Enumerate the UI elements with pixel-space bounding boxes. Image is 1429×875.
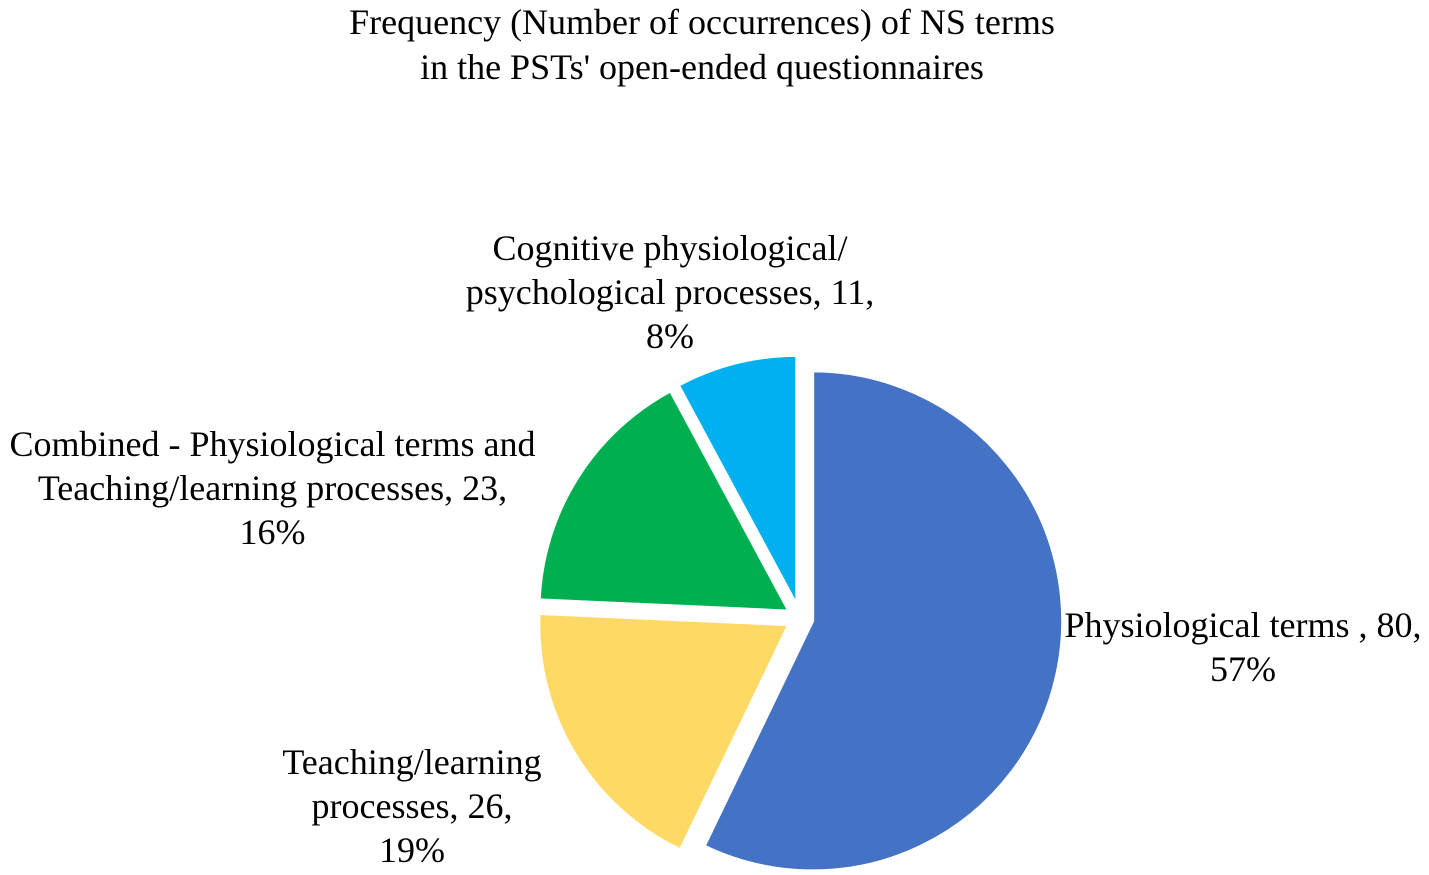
slice-label-line: processes, 26, — [311, 786, 513, 826]
slice-label-line: Teaching/learning — [282, 742, 542, 782]
chart-title: Frequency (Number of occurrences) of NS … — [0, 0, 1404, 90]
slice-label-line: 16% — [239, 512, 306, 552]
slice-label-line: 19% — [379, 830, 445, 870]
slice-teaching-learning — [537, 611, 791, 852]
slice-label-teaching-learning: Teaching/learning processes, 26, 19% — [262, 740, 562, 872]
slice-label-line: Teaching/learning processes, 23, — [37, 468, 508, 508]
slice-label-line: Cognitive physiological/ — [492, 228, 848, 268]
slice-combined — [537, 389, 791, 613]
slice-label-physiological-terms: Physiological terms , 80, 57% — [1057, 603, 1429, 691]
chart-title-line-1: Frequency (Number of occurrences) of NS … — [349, 2, 1055, 42]
slice-physiological-terms — [702, 369, 1065, 873]
slice-label-line: Combined - Physiological terms and — [9, 424, 536, 464]
slice-label-cognitive: Cognitive physiological/ psychological p… — [440, 226, 900, 358]
slice-label-line: 57% — [1210, 649, 1276, 689]
chart-title-line-2: in the PSTs' open-ended questionnaires — [420, 47, 984, 87]
slice-label-line: psychological processes, 11, — [465, 272, 875, 312]
slice-label-line: 8% — [646, 316, 694, 356]
slice-label-line: Physiological terms , 80, — [1064, 605, 1422, 645]
slice-label-combined: Combined - Physiological terms and Teach… — [0, 422, 545, 554]
slice-cognitive — [676, 353, 799, 607]
